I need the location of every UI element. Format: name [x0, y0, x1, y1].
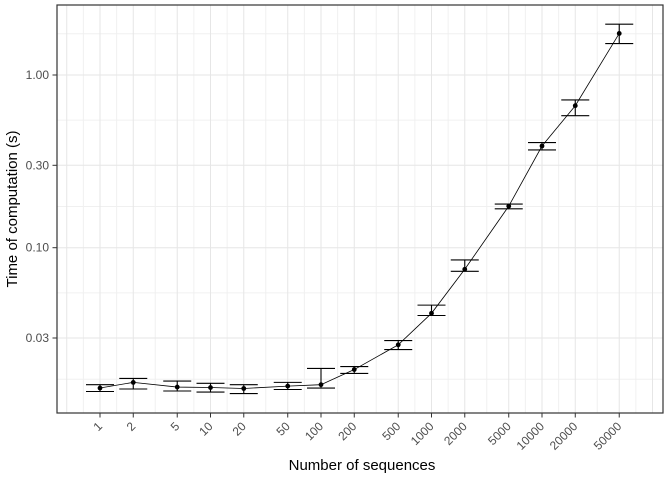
panel-border	[56, 4, 664, 414]
x-tick-label: 1	[90, 419, 105, 434]
data-point	[97, 385, 103, 391]
data-point	[506, 203, 512, 209]
y-tick-label: 0.10	[26, 241, 50, 255]
x-tick-label: 50	[274, 419, 294, 439]
x-tick-label: 200	[335, 419, 359, 443]
x-tick-label: 50000	[591, 419, 625, 453]
data-point	[351, 367, 357, 372]
x-tick-label: 5000	[485, 419, 514, 448]
x-tick-label: 10	[196, 419, 216, 439]
data-point	[285, 383, 291, 389]
x-tick-label: 100	[302, 419, 326, 443]
x-tick-label: 500	[379, 419, 403, 443]
x-axis-title: Number of sequences	[289, 457, 436, 474]
data-point	[429, 310, 434, 316]
x-tick-label: 10000	[514, 419, 548, 453]
x-tick-label: 5	[168, 419, 183, 434]
data-point	[539, 143, 545, 149]
data-point	[572, 103, 578, 109]
y-axis-title: Time of computation (s)	[4, 131, 21, 288]
plot-panel	[57, 5, 663, 413]
gridlines	[57, 5, 663, 413]
y-tick-label: 0.03	[26, 331, 50, 345]
data-point	[208, 385, 213, 390]
y-tick-label: 0.30	[26, 158, 50, 172]
x-tick-label: 1000	[408, 419, 437, 448]
x-tick-label: 2	[124, 419, 139, 434]
y-tick-label: 1.00	[26, 68, 50, 82]
data-marks	[86, 23, 634, 395]
data-point	[462, 266, 468, 272]
x-tick-label: 20000	[547, 419, 581, 453]
data-point	[318, 382, 324, 388]
data-point	[616, 31, 622, 36]
data-point	[395, 342, 401, 348]
x-tick-label: 20	[230, 419, 250, 439]
data-point	[241, 386, 247, 391]
data-point	[130, 379, 136, 385]
x-tick-label: 2000	[441, 419, 470, 448]
data-point	[174, 384, 180, 390]
